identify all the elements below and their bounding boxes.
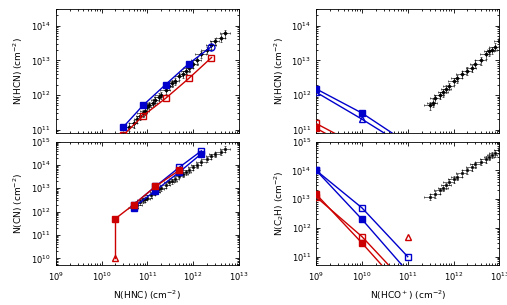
Y-axis label: N(CN) (cm$^{-2}$): N(CN) (cm$^{-2}$) — [12, 173, 25, 234]
X-axis label: N(HCO$^+$) (cm$^{-2}$): N(HCO$^+$) (cm$^{-2}$) — [370, 288, 446, 302]
Y-axis label: N(C$_2$H) (cm$^{-2}$): N(C$_2$H) (cm$^{-2}$) — [272, 171, 286, 236]
Y-axis label: N(HCN) (cm$^{-2}$): N(HCN) (cm$^{-2}$) — [12, 37, 25, 105]
Y-axis label: N(HCN) (cm$^{-2}$): N(HCN) (cm$^{-2}$) — [272, 37, 286, 105]
X-axis label: N(HNC) (cm$^{-2}$): N(HNC) (cm$^{-2}$) — [114, 288, 182, 302]
